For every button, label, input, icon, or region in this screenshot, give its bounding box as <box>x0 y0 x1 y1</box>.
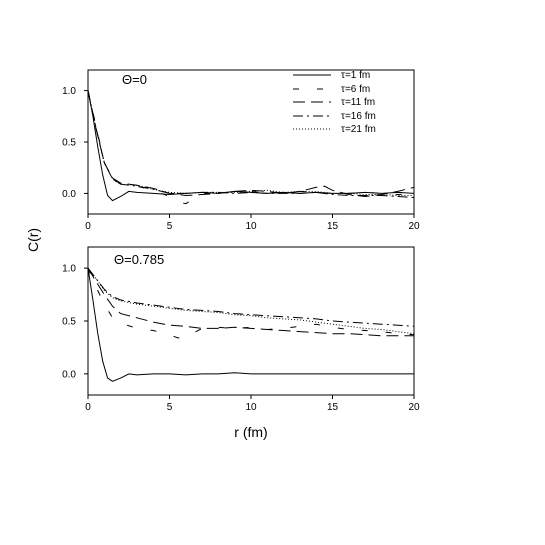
bottom-panel-label: Θ=0.785 <box>114 252 164 267</box>
y-tick-label: 0.5 <box>62 138 76 149</box>
y-tick-label: 1.0 <box>62 264 76 275</box>
x-tick-label: 20 <box>408 221 420 232</box>
legend: τ=1 fm τ=6 fm τ=11 fm τ=16 fm τ=21 fm <box>293 70 376 135</box>
y-tick-label: 1.0 <box>62 86 76 97</box>
series-line-dotted <box>88 267 414 335</box>
x-tick-label: 15 <box>327 402 339 413</box>
series-line-dotted <box>88 90 414 196</box>
y-tick-label: 0.0 <box>62 369 76 380</box>
x-tick-label: 5 <box>167 221 173 232</box>
series-line-solid <box>88 268 414 382</box>
series-line-longdash <box>88 90 414 198</box>
x-tick-label: 0 <box>85 402 91 413</box>
series-line-longdash <box>88 267 414 337</box>
x-tick-label: 5 <box>167 402 173 413</box>
x-tick-label: 20 <box>408 402 420 413</box>
x-tick-label: 10 <box>245 221 257 232</box>
x-tick-label: 15 <box>327 221 339 232</box>
bottom-panel-frame <box>87 246 415 396</box>
x-tick-label: 10 <box>245 402 257 413</box>
legend-label-1: τ=1 fm <box>341 70 370 81</box>
y-axis-label: C(r) <box>25 228 41 252</box>
top-panel-label: Θ=0 <box>122 72 147 87</box>
legend-label-4: τ=16 fm <box>341 111 376 122</box>
legend-label-3: τ=11 fm <box>341 97 375 108</box>
series-line-dashdot <box>88 267 414 327</box>
x-tick-label: 0 <box>85 221 91 232</box>
y-tick-label: 0.5 <box>62 317 76 328</box>
x-axis-label: r (fm) <box>234 424 267 440</box>
legend-label-5: τ=21 fm <box>341 124 376 135</box>
legend-label-2: τ=6 fm <box>341 84 370 95</box>
y-tick-label: 0.0 <box>62 189 76 200</box>
